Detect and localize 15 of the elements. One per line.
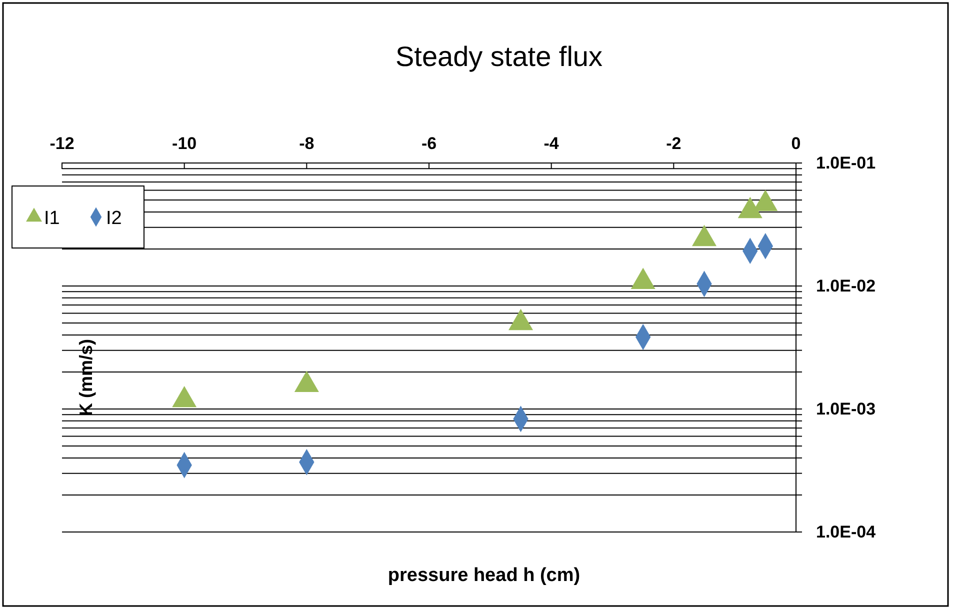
x-tick-label: -2 — [666, 134, 682, 153]
y-tick-label: 1.0E-01 — [816, 153, 876, 172]
legend-label: I2 — [106, 208, 122, 229]
y-tick-label: 1.0E-04 — [816, 522, 876, 542]
x-tick-label: -6 — [421, 134, 437, 153]
y-tick-label: 1.0E-03 — [816, 399, 876, 418]
x-tick-label: -8 — [299, 134, 314, 153]
x-tick-label: -12 — [50, 134, 74, 153]
chart-title: Steady state flux — [395, 41, 603, 72]
x-tick-label: -4 — [544, 134, 560, 153]
x-axis-title: pressure head h (cm) — [388, 565, 580, 586]
x-tick-label: -10 — [172, 134, 197, 153]
x-tick-label: 0 — [791, 134, 801, 153]
legend-label: I1 — [44, 208, 60, 229]
y-tick-label: 1.0E-02 — [816, 276, 876, 296]
